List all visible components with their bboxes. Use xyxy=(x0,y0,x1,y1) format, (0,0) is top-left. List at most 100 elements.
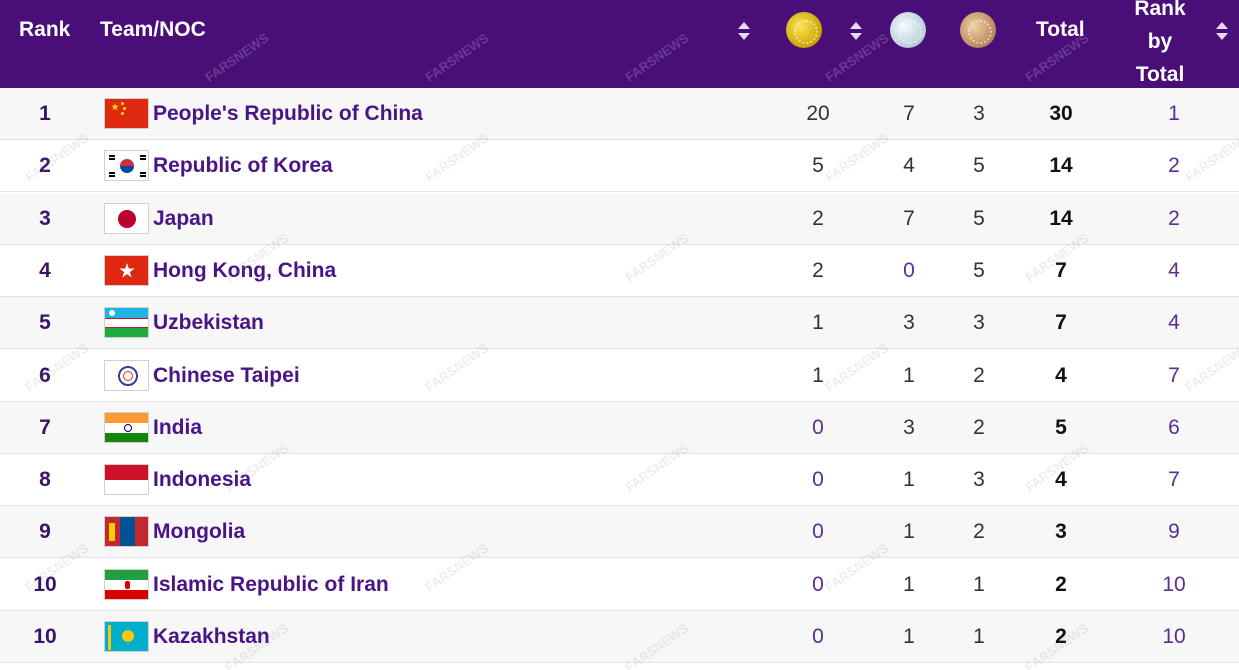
bronze-count: 3 xyxy=(973,311,985,335)
silver-count: 1 xyxy=(903,468,915,492)
bronze-count: 2 xyxy=(973,520,985,544)
total-count: 7 xyxy=(1055,258,1067,282)
bronze-medal-icon[interactable] xyxy=(960,12,996,48)
rank-value: 5 xyxy=(39,311,51,335)
table-row[interactable]: 10 Islamic Republic of Iran 0 1 1 2 10 xyxy=(0,559,1239,611)
table-row[interactable]: 4 Hong Kong, China 2 0 5 7 4 xyxy=(0,245,1239,297)
total-count: 2 xyxy=(1055,572,1067,596)
rank-value: 9 xyxy=(39,520,51,544)
gold-count: 0 xyxy=(812,415,824,439)
table-row[interactable]: 1 People's Republic of China 20 7 3 30 1 xyxy=(0,88,1239,140)
rank-by-total-value: 10 xyxy=(1162,625,1186,648)
silver-count: 1 xyxy=(903,363,915,387)
rank-value: 7 xyxy=(39,415,51,439)
silver-count: 7 xyxy=(903,102,915,125)
rank-by-total-line2: by xyxy=(1147,30,1173,53)
rank-by-total-value: 7 xyxy=(1168,363,1180,387)
silver-count: 1 xyxy=(903,625,915,648)
table-row[interactable]: 10 Kazakhstan 0 1 1 2 10 xyxy=(0,611,1239,663)
team-name-link[interactable]: Republic of Korea xyxy=(153,154,333,178)
rank-by-total-line3: Total xyxy=(1135,63,1185,86)
gold-count: 2 xyxy=(812,258,824,282)
table-row[interactable]: 3 Japan 2 7 5 14 2 xyxy=(0,192,1239,245)
bronze-count: 3 xyxy=(973,468,985,492)
gold-count: 0 xyxy=(812,572,824,596)
korea-flag-icon xyxy=(104,150,149,182)
table-header: Rank Team/NOC Total Rank by Total FARSNE… xyxy=(0,0,1239,88)
sort-rank-by-total-icon[interactable] xyxy=(1216,22,1228,40)
gold-medal-icon[interactable] xyxy=(786,12,822,48)
sort-team-icon[interactable] xyxy=(738,22,750,40)
rank-by-total-value: 10 xyxy=(1162,572,1186,596)
rank-value: 4 xyxy=(39,258,51,282)
table-row[interactable]: 7 India 0 3 2 5 6 xyxy=(0,401,1239,454)
bronze-count: 2 xyxy=(973,415,985,439)
gold-count: 1 xyxy=(812,311,824,335)
watermark: FARSNEWS xyxy=(422,30,492,85)
silver-medal-icon[interactable] xyxy=(890,12,926,48)
team-name-link[interactable]: People's Republic of China xyxy=(153,102,423,125)
silver-count: 1 xyxy=(903,520,915,544)
team-name-link[interactable]: Chinese Taipei xyxy=(153,363,300,387)
silver-count: 1 xyxy=(903,572,915,596)
rank-value: 3 xyxy=(39,206,51,230)
rank-by-total-value: 4 xyxy=(1168,311,1180,335)
table-row[interactable]: 9 Mongolia 0 1 2 3 9 xyxy=(0,506,1239,559)
silver-count: 3 xyxy=(903,415,915,439)
team-name-link[interactable]: India xyxy=(153,415,203,439)
kazakhstan-flag-icon xyxy=(104,621,149,652)
japan-flag-icon xyxy=(104,202,149,234)
total-column-header[interactable]: Total xyxy=(1036,18,1085,41)
table-row[interactable]: 2 Republic of Korea 5 4 5 14 2 xyxy=(0,140,1239,193)
mongolia-flag-icon xyxy=(104,516,149,548)
total-count: 30 xyxy=(1049,102,1073,125)
gold-count: 0 xyxy=(812,520,824,544)
total-count: 5 xyxy=(1055,415,1067,439)
rank-value: 2 xyxy=(39,154,51,178)
total-count: 4 xyxy=(1055,363,1067,387)
table-row[interactable]: 5 Uzbekistan 1 3 3 7 4 xyxy=(0,297,1239,350)
silver-count: 0 xyxy=(903,258,915,282)
team-name-link[interactable]: Hong Kong, China xyxy=(153,258,337,282)
indonesia-flag-icon xyxy=(104,464,149,496)
bronze-count: 1 xyxy=(973,625,985,648)
team-column-header[interactable]: Team/NOC xyxy=(100,18,206,41)
table-row[interactable]: 6 Chinese Taipei 1 1 2 4 7 xyxy=(0,350,1239,402)
bronze-count: 2 xyxy=(973,363,985,387)
rank-by-total-column-header[interactable]: Rank by Total xyxy=(1120,0,1200,88)
bronze-count: 3 xyxy=(973,102,985,125)
watermark: FARSNEWS xyxy=(202,30,272,85)
rank-column-header[interactable]: Rank xyxy=(19,18,71,41)
team-name-link[interactable]: Kazakhstan xyxy=(153,625,270,648)
hong-kong-flag-icon xyxy=(104,254,149,286)
team-name-link[interactable]: Mongolia xyxy=(153,520,246,544)
rank-value: 8 xyxy=(39,468,51,492)
silver-count: 3 xyxy=(903,311,915,335)
total-count: 14 xyxy=(1049,154,1073,178)
sort-gold-icon[interactable] xyxy=(850,22,862,40)
gold-count: 2 xyxy=(812,206,824,230)
team-name-link[interactable]: Uzbekistan xyxy=(153,311,264,335)
bronze-count: 5 xyxy=(973,206,985,230)
china-flag-icon xyxy=(104,98,149,129)
gold-count: 20 xyxy=(806,102,830,125)
silver-count: 4 xyxy=(903,154,915,178)
rank-by-total-value: 6 xyxy=(1168,415,1180,439)
rank-by-total-value: 7 xyxy=(1168,468,1180,492)
bronze-count: 1 xyxy=(973,572,985,596)
team-name-link[interactable]: Islamic Republic of Iran xyxy=(153,572,389,596)
bronze-count: 5 xyxy=(973,154,985,178)
rank-by-total-value: 2 xyxy=(1168,206,1180,230)
gold-count: 5 xyxy=(812,154,824,178)
uzbekistan-flag-icon xyxy=(104,307,149,339)
total-count: 14 xyxy=(1049,206,1073,230)
gold-count: 0 xyxy=(812,468,824,492)
total-count: 3 xyxy=(1055,520,1067,544)
rank-value: 10 xyxy=(33,625,57,648)
rank-by-total-value: 2 xyxy=(1168,154,1180,178)
team-name-link[interactable]: Japan xyxy=(153,206,214,230)
table-row[interactable]: 8 Indonesia 0 1 3 4 7 xyxy=(0,454,1239,507)
team-name-link[interactable]: Indonesia xyxy=(153,468,252,492)
rank-by-total-value: 9 xyxy=(1168,520,1180,544)
total-count: 2 xyxy=(1055,625,1067,648)
